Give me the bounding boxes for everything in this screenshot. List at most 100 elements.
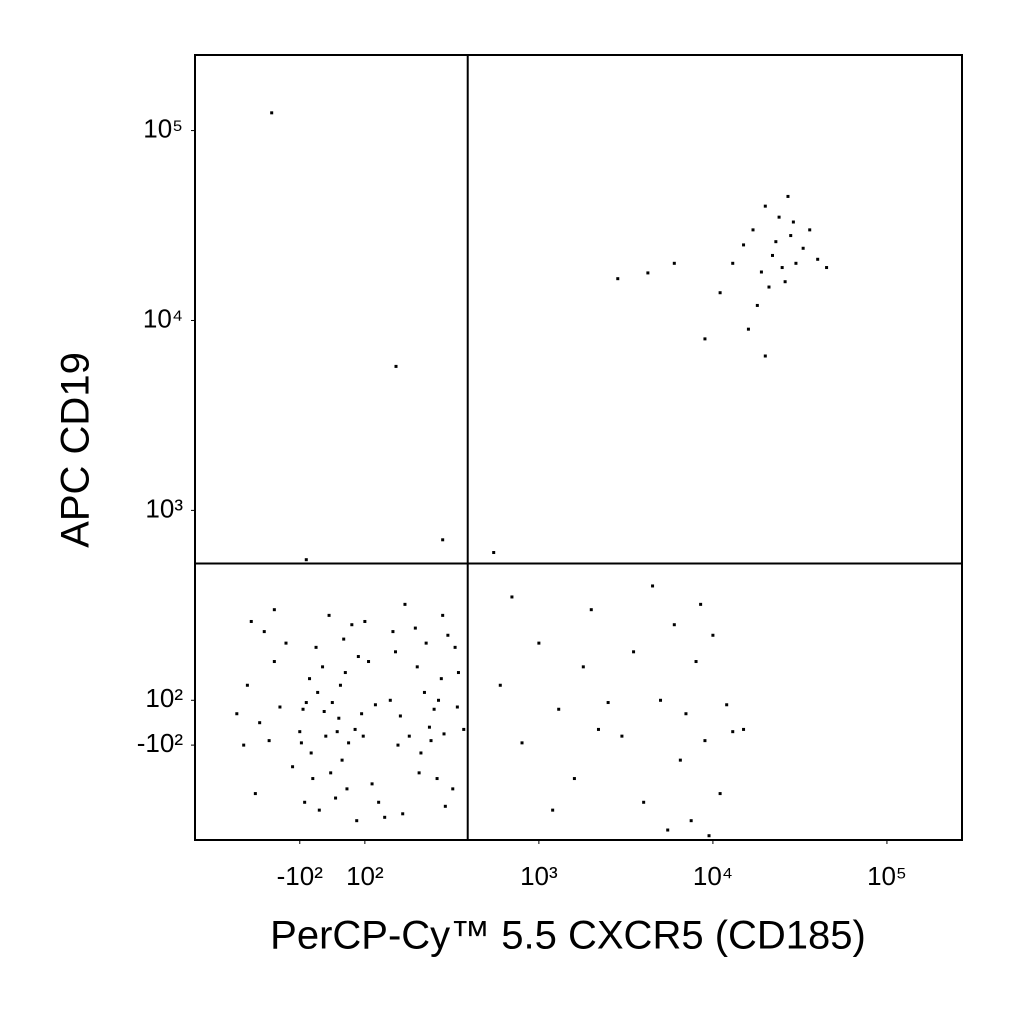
dot	[413, 626, 417, 630]
dot	[672, 623, 676, 627]
dot	[443, 804, 447, 808]
dot	[432, 707, 436, 711]
dot	[345, 787, 349, 791]
dot	[270, 111, 274, 115]
dot	[350, 623, 354, 627]
dot	[427, 725, 431, 729]
dot	[763, 204, 767, 208]
dot	[396, 743, 400, 747]
dot	[441, 538, 445, 542]
dot	[510, 595, 514, 599]
dot	[342, 637, 346, 641]
dot	[646, 271, 650, 275]
dot	[632, 650, 636, 654]
dot	[442, 732, 446, 736]
dot	[492, 551, 496, 555]
dot	[620, 734, 624, 738]
dot	[439, 677, 443, 681]
dot	[498, 683, 502, 687]
dot	[801, 246, 805, 250]
x-tick-label: 10⁴	[693, 861, 733, 891]
dot	[520, 741, 524, 745]
dot	[794, 261, 798, 265]
dot	[363, 619, 367, 623]
dot	[711, 633, 715, 637]
dot	[703, 337, 707, 341]
dot	[746, 327, 750, 331]
dot	[272, 660, 276, 664]
dot	[383, 815, 387, 819]
dot	[763, 354, 767, 358]
x-axis-title: PerCP-Cy™ 5.5 CXCR5 (CD185)	[270, 914, 866, 958]
dot	[309, 751, 313, 755]
dot	[321, 665, 325, 669]
x-tick-label: -10²	[277, 861, 324, 891]
dot	[361, 734, 365, 738]
dot	[808, 228, 812, 232]
y-tick-label: 10²	[145, 683, 183, 713]
dot	[684, 712, 688, 716]
dot	[334, 796, 338, 800]
y-axis-title: APC CD19	[54, 352, 98, 548]
dot	[391, 630, 395, 634]
dot	[731, 261, 735, 265]
dot	[356, 655, 360, 659]
dot	[407, 734, 411, 738]
dot	[777, 215, 781, 219]
dot	[780, 266, 784, 270]
y-tick-label: 10⁵	[143, 113, 183, 143]
dot	[329, 771, 333, 775]
dot	[303, 800, 307, 804]
dot	[446, 633, 450, 637]
dot	[689, 819, 693, 823]
plot-frame	[194, 54, 963, 841]
dot	[249, 619, 253, 623]
dot	[403, 602, 407, 606]
dot	[401, 812, 405, 816]
dot	[759, 270, 763, 274]
dot	[816, 257, 820, 261]
dot	[322, 709, 326, 713]
dot	[394, 364, 398, 368]
dot	[786, 194, 790, 198]
dot	[284, 641, 288, 645]
dot	[699, 602, 703, 606]
dot	[311, 777, 315, 781]
y-tick-label: 10⁴	[143, 303, 183, 333]
dot	[373, 703, 377, 707]
dot	[394, 650, 398, 654]
dot	[783, 280, 787, 284]
dot	[388, 698, 392, 702]
dot	[267, 739, 271, 743]
dot	[253, 792, 257, 796]
dot	[367, 660, 371, 664]
dot	[398, 714, 402, 718]
dot	[437, 698, 441, 702]
dot	[557, 707, 561, 711]
dot	[377, 800, 381, 804]
dot	[338, 683, 342, 687]
dot	[742, 243, 746, 247]
dot	[301, 707, 305, 711]
dot	[742, 727, 746, 731]
dot	[718, 792, 722, 796]
dot	[731, 730, 735, 734]
y-tick-label: -10²	[137, 728, 184, 758]
dot	[355, 819, 359, 823]
dot	[304, 701, 308, 705]
dot	[678, 758, 682, 762]
dot	[456, 671, 460, 675]
dot	[429, 739, 433, 743]
dot	[314, 645, 318, 649]
dot	[453, 645, 457, 649]
dot	[324, 734, 328, 738]
x-tick-label: 10⁵	[867, 861, 907, 891]
dot	[245, 683, 249, 687]
dot	[455, 705, 459, 709]
dot	[551, 808, 555, 812]
dot	[718, 291, 722, 295]
dot	[327, 613, 331, 617]
x-tick-label: 10²	[346, 861, 384, 891]
dot	[755, 303, 759, 307]
